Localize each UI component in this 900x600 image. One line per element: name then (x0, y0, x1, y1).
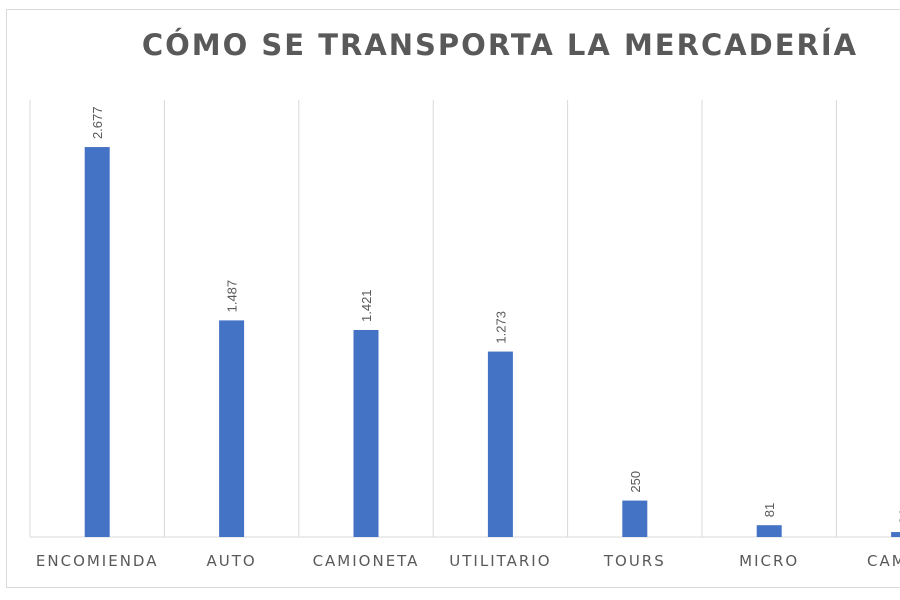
bar (219, 320, 245, 537)
bar (353, 330, 379, 537)
bar (84, 147, 110, 537)
bar (487, 351, 513, 537)
data-label: 1.487 (225, 280, 240, 313)
bar (622, 500, 648, 537)
chart-title: CÓMO SE TRANSPORTA LA MERCADERÍA (141, 28, 859, 62)
bar (756, 525, 782, 537)
chart-frame (6, 9, 900, 588)
data-label: 1.421 (359, 289, 374, 322)
data-label: 2.677 (90, 107, 105, 140)
bar (891, 532, 900, 537)
category-label: CAMIÓN (867, 551, 900, 570)
category-label: UTILITARIO (449, 552, 551, 570)
category-label: AUTO (206, 552, 256, 570)
data-label: 250 (628, 471, 643, 493)
category-label: CAMIONETA (313, 552, 420, 570)
data-label: 1.273 (493, 311, 508, 344)
category-label: ENCOMIENDA (36, 552, 159, 570)
category-label: TOURS (603, 552, 666, 570)
category-label: MICRO (739, 552, 799, 570)
data-label: 34 (897, 510, 900, 524)
data-label: 81 (762, 503, 777, 517)
